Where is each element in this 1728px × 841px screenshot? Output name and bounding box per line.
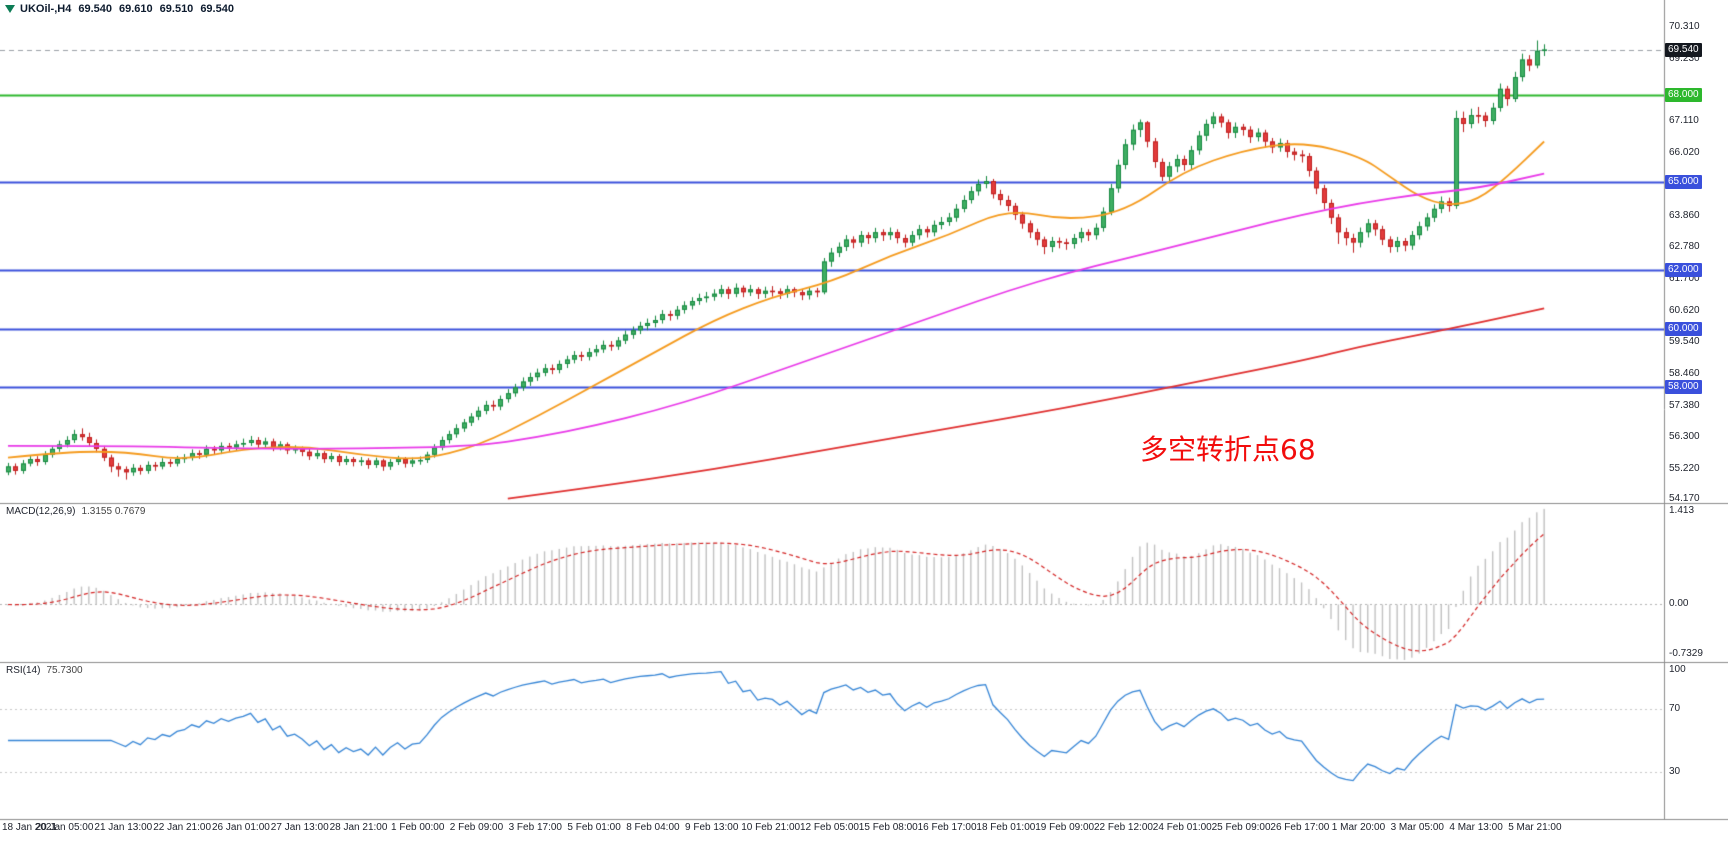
chart-annotation-text[interactable]: 多空转折点68 [1140, 433, 1316, 466]
price-axis[interactable] [1664, 0, 1728, 819]
time-axis[interactable] [0, 819, 1728, 841]
